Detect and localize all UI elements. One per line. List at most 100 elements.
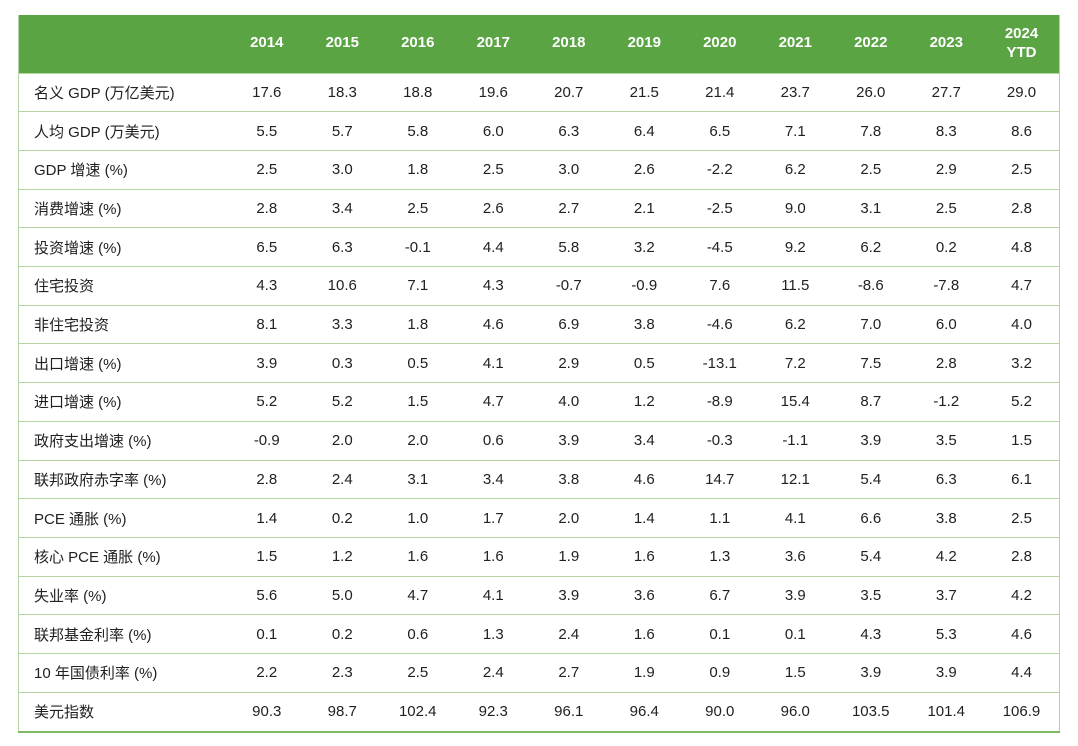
cell-value: 6.2	[784, 161, 806, 179]
cell-value: 2.9	[935, 161, 957, 179]
header-year-cell: 2018	[531, 15, 607, 73]
cell-value: 0.5	[407, 354, 429, 372]
cell-value: 0.1	[784, 625, 806, 643]
cell-value: 96.1	[554, 703, 584, 721]
cell-value: 3.3	[331, 316, 353, 334]
cell-value: 6.1	[1011, 470, 1032, 488]
cell-value: 2.7	[558, 199, 580, 217]
cell-value: 2.5	[860, 161, 882, 179]
cell-value: 6.6	[860, 509, 882, 527]
cell-value: 3.7	[935, 586, 957, 604]
cell-value: 3.1	[407, 470, 429, 488]
table-row: 美元指数 90.3 98.7 102.4 92.3 96.1 96.4 90.0 96.0 103…	[18, 692, 1060, 732]
row-label: 进口增速 (%)	[34, 394, 122, 412]
cell-value: 0.1	[709, 625, 731, 643]
cell-value: 7.1	[784, 122, 806, 140]
cell-value: 5.3	[935, 625, 957, 643]
table-row: 名义 GDP (万亿美元) 17.6 18.3 18.8 19.6 20.7 21.5 21.…	[18, 73, 1060, 112]
cell-value: 1.6	[633, 625, 655, 643]
cell-value: 4.2	[935, 548, 957, 566]
cell-value: 4.7	[1011, 277, 1032, 295]
header-year-cell: 2019	[606, 15, 682, 73]
table-body: 名义 GDP (万亿美元) 17.6 18.3 18.8 19.6 20.7 21.5 21.…	[18, 73, 1060, 732]
row-label: 名义 GDP (万亿美元)	[34, 84, 175, 102]
cell-value: 6.5	[709, 122, 731, 140]
row-label: 10 年国债利率 (%)	[34, 665, 158, 683]
row-label: 消费增速 (%)	[34, 200, 122, 218]
cell-value: 8.6	[1011, 122, 1032, 140]
cell-value: 90.0	[705, 703, 735, 721]
cell-value: 18.8	[403, 83, 433, 101]
table-row: GDP 增速 (%) 2.5 3.0 1.8 2.5 3.0 2.6 -2.2 6.2 2.5 2.…	[18, 150, 1060, 189]
row-label: GDP 增速 (%)	[34, 162, 128, 180]
cell-value: 90.3	[252, 703, 282, 721]
cell-value: 0.6	[482, 432, 504, 450]
cell-value: -0.3	[706, 432, 733, 450]
row-label: 投资增速 (%)	[34, 239, 122, 257]
header-year-cell: 2024 YTD	[984, 15, 1060, 73]
cell-value: 20.7	[554, 83, 584, 101]
cell-value: 5.2	[256, 393, 278, 411]
cell-value: 6.7	[709, 586, 731, 604]
cell-value: 0.2	[331, 509, 353, 527]
cell-value: 3.0	[558, 161, 580, 179]
cell-value: 2.5	[1011, 509, 1032, 527]
row-label: 住宅投资	[34, 278, 95, 296]
cell-value: 3.5	[860, 586, 882, 604]
cell-value: 7.5	[860, 354, 882, 372]
cell-value: 3.4	[331, 199, 353, 217]
cell-value: 7.0	[860, 316, 882, 334]
cell-value: 6.2	[784, 316, 806, 334]
cell-value: 3.9	[860, 664, 882, 682]
cell-value: 2.5	[256, 161, 278, 179]
cell-value: 3.4	[482, 470, 504, 488]
row-label: 美元指数	[34, 704, 95, 722]
cell-value: 4.6	[482, 316, 504, 334]
cell-value: 3.9	[935, 664, 957, 682]
cell-value: 5.0	[331, 586, 353, 604]
cell-value: 2.8	[1011, 548, 1032, 566]
cell-value: 2.5	[407, 664, 429, 682]
cell-value: 5.4	[860, 548, 882, 566]
cell-value: 1.8	[407, 316, 429, 334]
cell-value: 4.0	[558, 393, 580, 411]
table-row: 核心 PCE 通胀 (%) 1.5 1.2 1.6 1.6 1.9 1.6 1.3 3.6 5.4…	[18, 537, 1060, 576]
row-label: 政府支出增速 (%)	[34, 433, 152, 451]
cell-value: -13.1	[702, 354, 737, 372]
cell-value: 2.4	[331, 470, 353, 488]
cell-value: 2.8	[256, 199, 278, 217]
cell-value: 7.2	[784, 354, 806, 372]
cell-value: 3.4	[633, 432, 655, 450]
cell-value: 6.3	[558, 122, 580, 140]
cell-value: 1.6	[407, 548, 429, 566]
table-row: 非住宅投资 8.1 3.3 1.8 4.6 6.9 3.8 -4.6 6.2 7.0 6.0 4.0	[18, 305, 1060, 344]
cell-value: 6.5	[256, 238, 278, 256]
cell-value: 2.8	[1011, 199, 1032, 217]
cell-value: 5.4	[860, 470, 882, 488]
cell-value: 0.9	[709, 664, 731, 682]
cell-value: 4.4	[1011, 664, 1032, 682]
cell-value: 27.7	[931, 83, 961, 101]
cell-value: -2.2	[706, 161, 733, 179]
row-label: 失业率 (%)	[34, 587, 107, 605]
cell-value: 1.4	[633, 509, 655, 527]
table-row: 失业率 (%) 5.6 5.0 4.7 4.1 3.9 3.6 6.7 3.9 3.5 3.7 4.2	[18, 576, 1060, 615]
cell-value: 1.0	[407, 509, 429, 527]
table-row: 人均 GDP (万美元) 5.5 5.7 5.8 6.0 6.3 6.4 6.5 7.1 7.8 8…	[18, 111, 1060, 151]
row-label: 非住宅投资	[34, 317, 110, 335]
cell-value: 7.6	[709, 277, 731, 295]
row-label: 核心 PCE 通胀 (%)	[34, 549, 161, 567]
cell-value: 2.3	[331, 664, 353, 682]
table-row: 住宅投资 4.3 10.6 7.1 4.3 -0.7 -0.9 7.6 11.5 -8.6 -7.8…	[18, 266, 1060, 306]
cell-value: 1.4	[256, 509, 278, 527]
cell-value: 1.3	[709, 548, 731, 566]
cell-value: 2.6	[482, 199, 504, 217]
cell-value: 5.8	[407, 122, 429, 140]
cell-value: 3.2	[633, 238, 655, 256]
cell-value: 2.0	[558, 509, 580, 527]
cell-value: 4.7	[407, 586, 429, 604]
cell-value: 5.2	[331, 393, 353, 411]
cell-value: 3.8	[558, 470, 580, 488]
cell-value: 29.0	[1006, 83, 1037, 101]
